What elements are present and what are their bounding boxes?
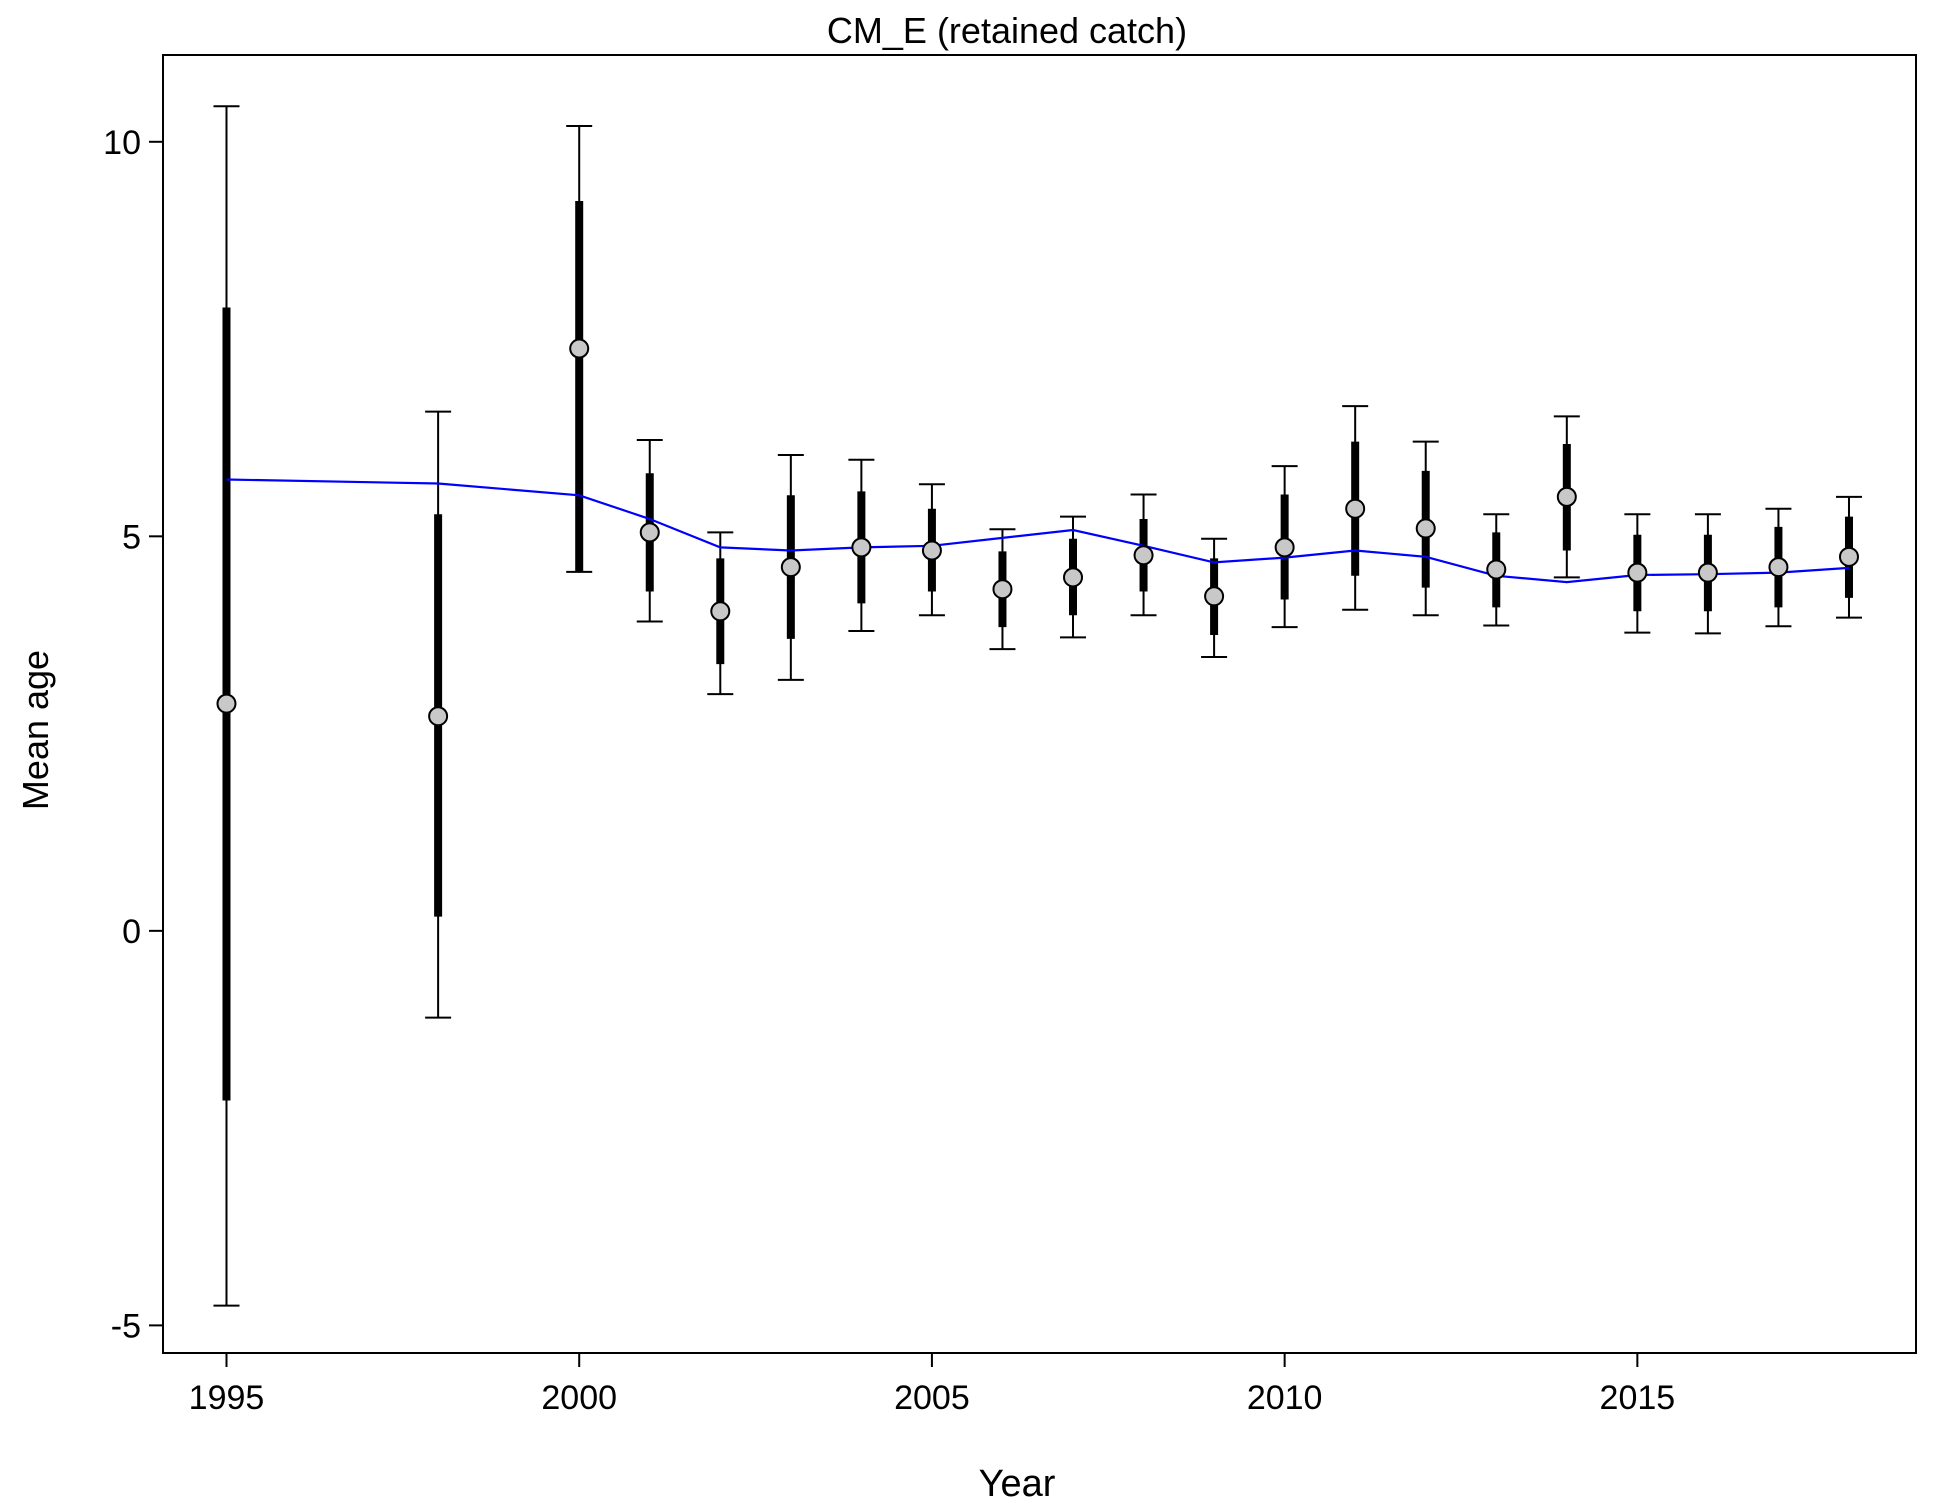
observed-point-2010 (1274, 537, 1295, 558)
observed-point-1995 (216, 693, 237, 714)
observed-point-2005 (921, 540, 942, 561)
observed-point-2011 (1345, 498, 1366, 519)
x-axis: 1995 2000 2005 2010 2015 (189, 1353, 1676, 1417)
x-tick-label: 1995 (189, 1379, 265, 1417)
y-tick-label: 0 (122, 913, 141, 951)
observed-point-2016 (1697, 562, 1718, 583)
observed-point-2000 (569, 338, 590, 359)
y-tick-label: 10 (103, 124, 141, 162)
observed-point-2018 (1838, 546, 1859, 567)
observed-point-2009 (1204, 586, 1225, 607)
x-tick-label: 2010 (1247, 1379, 1323, 1417)
observed-point-2013 (1486, 559, 1507, 580)
inner-interval-bars (222, 200, 1853, 1101)
observed-point-2012 (1415, 518, 1436, 539)
plot-frame (162, 54, 1917, 1354)
y-tick-label: -5 (111, 1307, 141, 1345)
observed-point-2006 (992, 579, 1013, 600)
outer-interval-bars (213, 105, 1862, 1307)
observed-point-2017 (1768, 557, 1789, 578)
x-axis-label: Year (979, 1463, 1056, 1500)
y-axis: -5 0 5 10 (103, 124, 163, 1345)
observed-point-2014 (1556, 486, 1577, 507)
chart-title: CM_E (retained catch) (827, 10, 1187, 51)
observed-point-2002 (710, 601, 731, 622)
observed-point-1998 (428, 706, 449, 727)
y-tick-label: 5 (122, 518, 141, 556)
observed-point-2015 (1627, 562, 1648, 583)
observed-point-2001 (639, 522, 660, 543)
x-tick-label: 2000 (541, 1379, 617, 1417)
observed-point-2003 (780, 557, 801, 578)
observed-point-2008 (1133, 545, 1154, 566)
expected-mean-age-line (226, 478, 1850, 584)
observed-point-2007 (1063, 567, 1084, 588)
y-axis-label: Mean age (15, 650, 56, 810)
observed-mean-age-points (216, 338, 1859, 727)
observed-point-2004 (851, 537, 872, 558)
x-tick-label: 2015 (1600, 1379, 1676, 1417)
x-tick-label: 2005 (894, 1379, 970, 1417)
